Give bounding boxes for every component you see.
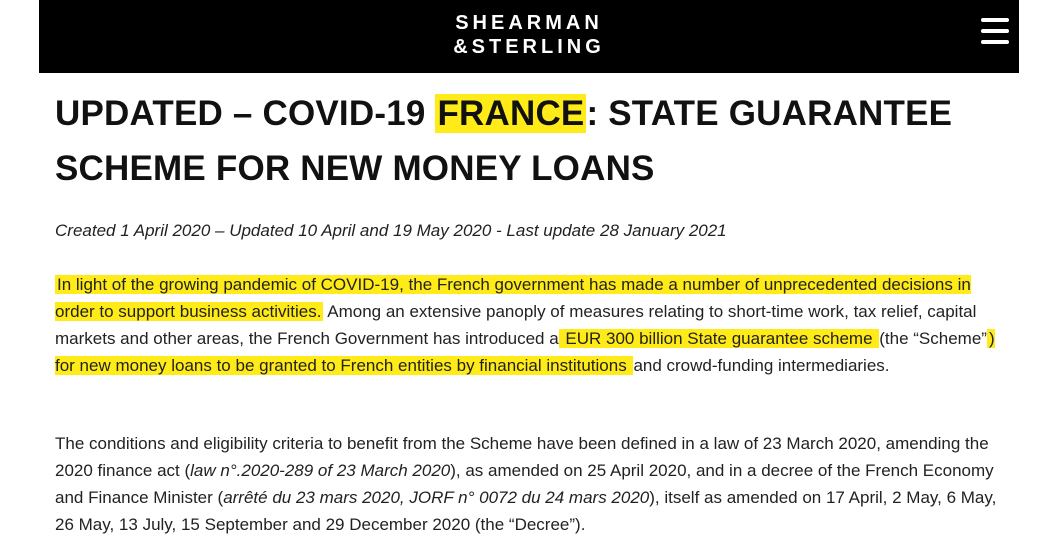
text-1: The conditions and eligibility criteria …	[55, 434, 989, 480]
text-3: ), itself as amended on 17 April, 2 May,…	[55, 488, 997, 534]
logo-line-2: &STERLING	[453, 36, 605, 58]
paragraph-conditions: The conditions and eligibility criteria …	[55, 430, 1000, 538]
highlight-2: EUR 300 billion State guarantee scheme	[558, 329, 880, 348]
title-part-1: UPDATED – COVID-19	[55, 94, 436, 133]
menu-bar	[981, 18, 1009, 22]
title-search-highlight: FRANCE	[435, 94, 587, 133]
menu-bar	[981, 29, 1009, 33]
site-header: SHEARMAN &STERLING	[39, 0, 1019, 73]
article-dates: Created 1 April 2020 – Updated 10 April …	[55, 221, 727, 240]
law-reference: law n°.2020-289 of 23 March 2020	[190, 461, 451, 480]
paragraph-intro: In light of the growing pandemic of COVI…	[55, 271, 1000, 379]
shearman-sterling-logo[interactable]: SHEARMAN &STERLING	[39, 11, 1019, 59]
menu-bar	[981, 40, 1009, 44]
text-2: ), as amended on 25 April 2020, and in a…	[55, 461, 994, 507]
text-1: Among an extensive panoply of measures r…	[55, 302, 977, 348]
text-3: and crowd-funding intermediaries.	[633, 356, 890, 375]
hamburger-icon[interactable]	[981, 18, 1009, 48]
logo-line-1: SHEARMAN	[455, 12, 603, 34]
title-part-2: : STATE GUARANTEE SCHEME FOR NEW MONEY L…	[55, 94, 953, 188]
article-title: UPDATED – COVID-19 FRANCE: STATE GUARANT…	[55, 86, 1015, 196]
decree-reference: arrêté du 23 mars 2020, JORF n° 0072 du …	[223, 488, 650, 507]
text-2: (the “Scheme”	[879, 329, 987, 348]
